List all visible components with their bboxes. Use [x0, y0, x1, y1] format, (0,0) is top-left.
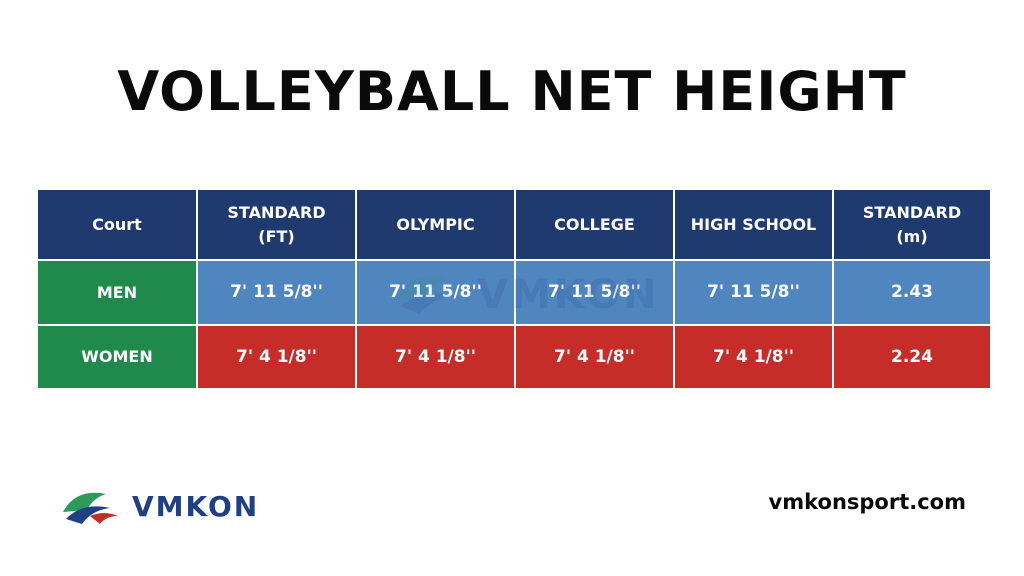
- column-header: STANDARD (m): [834, 190, 990, 259]
- header-court: Court: [38, 190, 196, 259]
- logo-text: VMKON: [132, 489, 260, 523]
- brand-logo[interactable]: VMKON: [60, 484, 260, 528]
- table-cell: 7' 11 5/8'': [675, 261, 832, 324]
- net-height-table: Court STANDARD (FT) OLYMPIC COLLEGE HIGH SCH…: [38, 190, 990, 388]
- table-cell: 2.43: [834, 261, 990, 324]
- row-label: MEN: [38, 261, 196, 324]
- column-header: COLLEGE: [516, 190, 673, 259]
- table-cell: 2.24: [834, 326, 990, 388]
- column-header: STANDARD (FT): [198, 190, 355, 259]
- table-cell: 7' 4 1/8'': [675, 326, 832, 388]
- table-cell: 7' 4 1/8'': [198, 326, 355, 388]
- table-cell: 7' 4 1/8'': [516, 326, 673, 388]
- vmkon-logo-icon: [63, 492, 118, 524]
- column-header: HIGH SCHOOL: [675, 190, 832, 259]
- table-cell: 7' 11 5/8'': [357, 261, 514, 324]
- table-cell: 7' 11 5/8'': [198, 261, 355, 324]
- row-label: WOMEN: [38, 326, 196, 388]
- table-cell: 7' 4 1/8'': [357, 326, 514, 388]
- table-cell: 7' 11 5/8'': [516, 261, 673, 324]
- page-title: VOLLEYBALL NET HEIGHT: [117, 60, 907, 123]
- website-link[interactable]: vmkonsport.com: [768, 490, 966, 514]
- column-header: OLYMPIC: [357, 190, 514, 259]
